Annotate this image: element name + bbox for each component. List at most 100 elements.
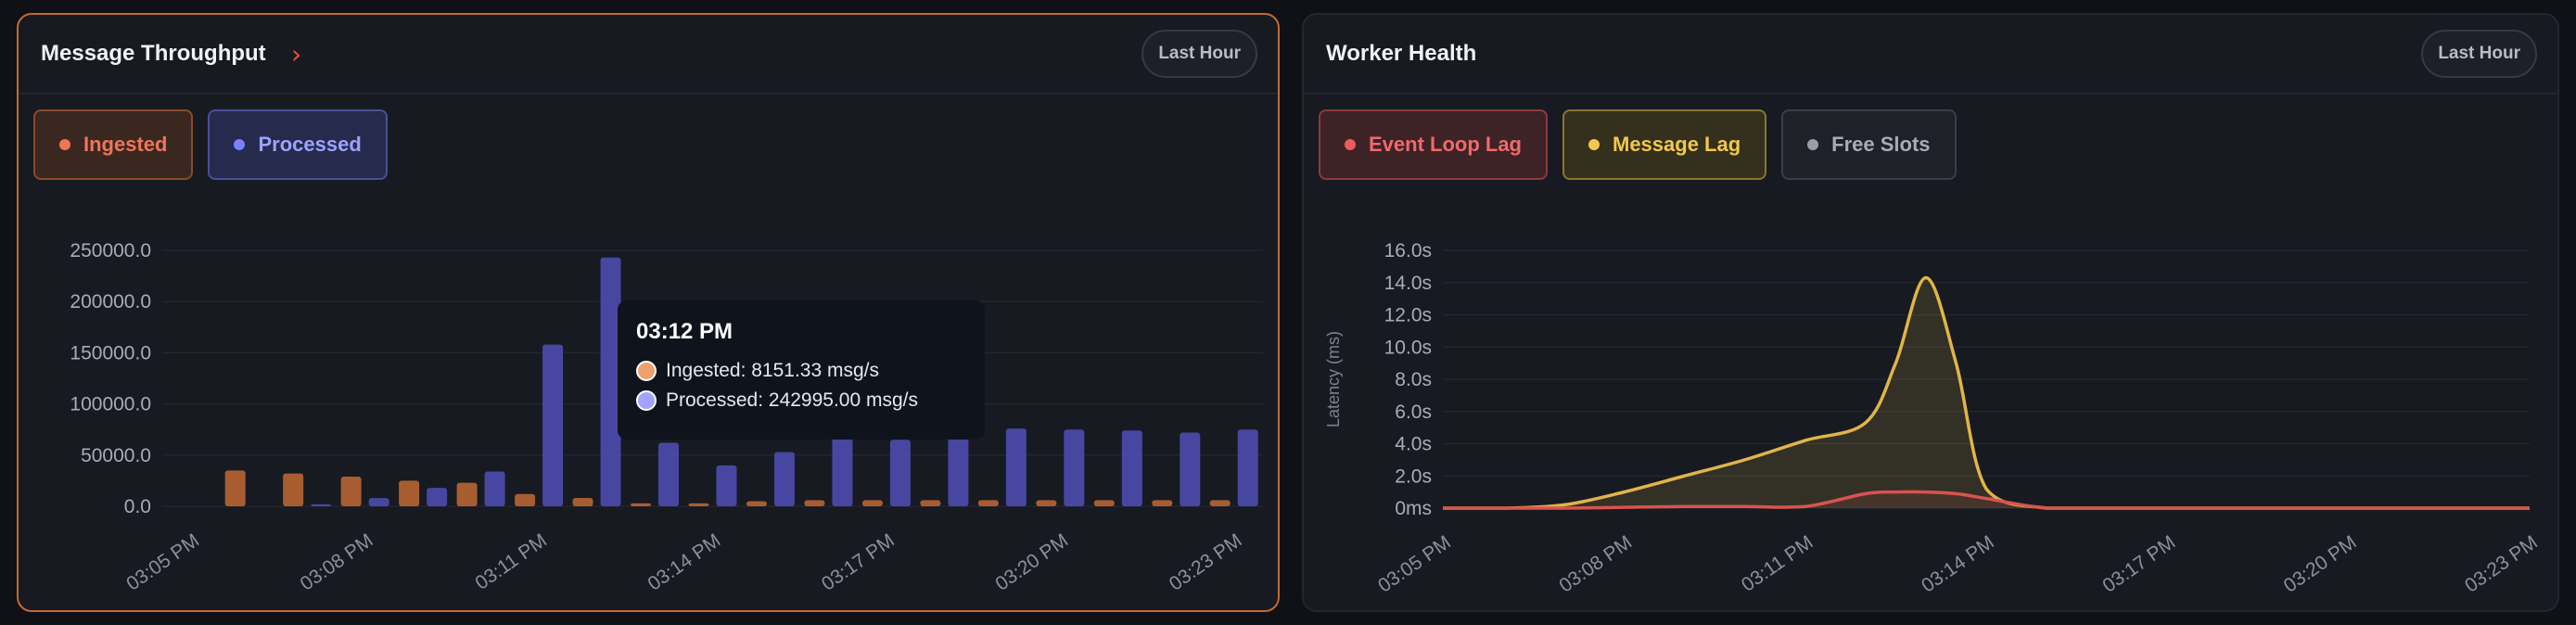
x-tick-label: 03:23 PM bbox=[2461, 531, 2542, 596]
tooltip-row-processed: Processed: 242995.00 msg/s bbox=[636, 389, 966, 412]
x-tick-label: 03:17 PM bbox=[2098, 531, 2179, 596]
legend-ingested-toggle[interactable]: Ingested bbox=[33, 109, 194, 180]
legend-event-loop-lag-toggle[interactable]: Event Loop Lag bbox=[1319, 109, 1548, 180]
x-tick-label: 03:08 PM bbox=[1555, 531, 1636, 596]
tooltip-time: 03:12 PM bbox=[636, 319, 733, 344]
legend-label: Free Slots bbox=[1831, 133, 1931, 156]
time-range-button[interactable]: Last Hour bbox=[2421, 30, 2537, 78]
x-tick-label: 03:05 PM bbox=[122, 529, 203, 594]
x-tick-label: 03:05 PM bbox=[1374, 531, 1455, 596]
processed-dot-icon bbox=[234, 139, 246, 150]
worker-health-panel: Worker Health Last Hour Event Loop Lag M… bbox=[1302, 13, 2559, 612]
bar-processed bbox=[1005, 428, 1027, 506]
legend-processed-toggle[interactable]: Processed bbox=[208, 109, 388, 180]
processed-swatch-icon bbox=[636, 390, 657, 411]
bar-ingested bbox=[920, 500, 941, 506]
bar-processed bbox=[1180, 432, 1201, 506]
bar-processed bbox=[311, 504, 332, 506]
y-tick-label: 12.0s bbox=[1384, 305, 1432, 326]
x-tick-label: 03:20 PM bbox=[2280, 531, 2361, 596]
message-lag-line bbox=[1443, 275, 2530, 510]
y-tick-label: 250000.0 bbox=[70, 240, 151, 261]
x-tick-label: 03:14 PM bbox=[644, 529, 725, 594]
legend: Event Loop Lag Message Lag Free Slots bbox=[1319, 109, 1957, 180]
bar-ingested bbox=[224, 470, 246, 506]
bar-ingested bbox=[572, 498, 593, 506]
bar-ingested bbox=[456, 482, 478, 506]
y-tick-label: 150000.0 bbox=[70, 342, 151, 364]
bar-ingested bbox=[399, 480, 420, 506]
panel-header: Worker Health Last Hour bbox=[1304, 15, 2557, 95]
legend-message-lag-toggle[interactable]: Message Lag bbox=[1562, 109, 1767, 180]
y-tick-label: 14.0s bbox=[1384, 273, 1432, 294]
bar-ingested bbox=[283, 473, 304, 506]
message-lag-dot-icon bbox=[1588, 139, 1600, 150]
y-tick-label: 50000.0 bbox=[81, 445, 151, 466]
throughput-bar-chart[interactable]: 250000.0 200000.0 150000.0 100000.0 50000.0 0… bbox=[19, 210, 1280, 612]
y-tick-label: 6.0s bbox=[1395, 402, 1432, 423]
y-tick-label: 8.0s bbox=[1395, 369, 1432, 390]
x-tick-label: 03:23 PM bbox=[1166, 529, 1246, 594]
bar-ingested bbox=[1209, 500, 1231, 506]
bar-processed bbox=[1121, 430, 1142, 506]
legend-free-slots-toggle[interactable]: Free Slots bbox=[1781, 109, 1957, 180]
bar-processed bbox=[889, 440, 911, 506]
x-tick-label: 03:08 PM bbox=[297, 529, 377, 594]
free-slots-dot-icon bbox=[1807, 139, 1819, 150]
bar-ingested bbox=[1036, 500, 1057, 506]
legend-label: Ingested bbox=[83, 133, 168, 156]
chart-tooltip: 03:12 PM Ingested: 8151.33 msg/s Process… bbox=[618, 300, 985, 440]
y-axis-label: Latency (ms) bbox=[1324, 331, 1343, 427]
x-tick-label: 03:17 PM bbox=[818, 529, 899, 594]
ingested-swatch-icon bbox=[636, 361, 657, 381]
bar-processed bbox=[427, 488, 448, 506]
bar-ingested bbox=[515, 493, 536, 506]
bar-processed bbox=[368, 498, 389, 506]
bar-ingested bbox=[631, 503, 652, 506]
bar-ingested bbox=[861, 500, 883, 506]
y-tick-label: 10.0s bbox=[1384, 337, 1432, 358]
y-tick-label: 4.0s bbox=[1395, 434, 1432, 455]
legend-label: Message Lag bbox=[1613, 133, 1741, 156]
legend-label: Processed bbox=[258, 133, 362, 156]
message-throughput-panel: Message Throughput › Last Hour Ingested … bbox=[17, 13, 1280, 612]
time-range-button[interactable]: Last Hour bbox=[1141, 30, 1257, 78]
y-tick-label: 2.0s bbox=[1395, 466, 1432, 487]
y-tick-label: 16.0s bbox=[1384, 240, 1432, 261]
bar-processed bbox=[1064, 429, 1085, 506]
tooltip-processed-value: Processed: 242995.00 msg/s bbox=[666, 389, 918, 411]
panel-header: Message Throughput › Last Hour bbox=[19, 15, 1278, 95]
bar-processed bbox=[600, 257, 621, 506]
y-tick-label: 100000.0 bbox=[70, 394, 151, 415]
ingested-dot-icon bbox=[59, 139, 70, 150]
chevron-right-icon[interactable]: › bbox=[291, 39, 302, 70]
bar-processed bbox=[773, 452, 795, 506]
bar-processed bbox=[716, 465, 737, 506]
bar-ingested bbox=[1152, 500, 1173, 506]
x-tick-label: 03:11 PM bbox=[1738, 531, 1817, 596]
event-loop-lag-line bbox=[1443, 490, 2530, 510]
bar-processed bbox=[948, 429, 969, 506]
panel-title: Message Throughput bbox=[41, 41, 266, 66]
y-tick-label: 0ms bbox=[1395, 498, 1432, 519]
x-tick-label: 03:14 PM bbox=[1918, 531, 1998, 596]
bar-ingested bbox=[746, 501, 767, 506]
legend: Ingested Processed bbox=[33, 109, 388, 180]
event-loop-dot-icon bbox=[1345, 139, 1356, 150]
y-tick-label: 0.0 bbox=[124, 496, 151, 517]
worker-health-line-chart[interactable]: 16.0s 14.0s 12.0s 10.0s 8.0s 6.0s 4.0s 2.0s 0ms L… bbox=[1304, 210, 2559, 612]
panel-title: Worker Health bbox=[1326, 41, 1477, 66]
message-lag-area bbox=[1443, 277, 2530, 508]
bar-ingested bbox=[804, 500, 825, 506]
bar-processed bbox=[658, 442, 680, 506]
legend-label: Event Loop Lag bbox=[1369, 133, 1522, 156]
bar-processed bbox=[542, 344, 564, 506]
bar-ingested bbox=[977, 500, 999, 506]
bar-processed bbox=[484, 471, 505, 506]
bar-ingested bbox=[1093, 500, 1115, 506]
x-tick-label: 03:20 PM bbox=[991, 529, 1072, 594]
bar-processed bbox=[832, 434, 853, 506]
bar-ingested bbox=[340, 476, 362, 506]
tooltip-ingested-value: Ingested: 8151.33 msg/s bbox=[666, 360, 879, 381]
x-tick-label: 03:11 PM bbox=[471, 529, 551, 594]
